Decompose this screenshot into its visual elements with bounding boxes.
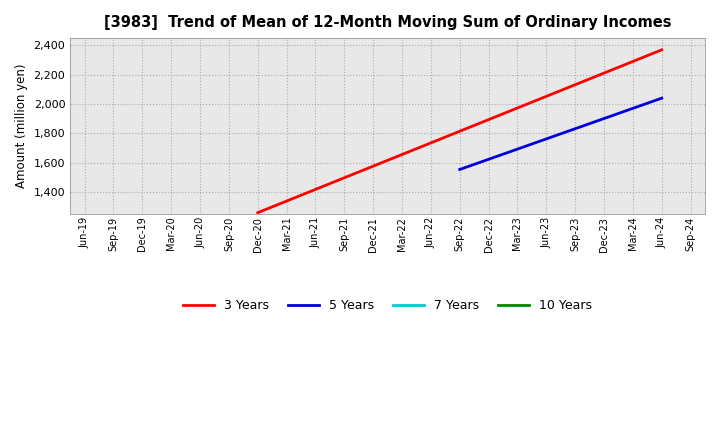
Title: [3983]  Trend of Mean of 12-Month Moving Sum of Ordinary Incomes: [3983] Trend of Mean of 12-Month Moving … bbox=[104, 15, 671, 30]
Legend: 3 Years, 5 Years, 7 Years, 10 Years: 3 Years, 5 Years, 7 Years, 10 Years bbox=[178, 294, 598, 317]
Y-axis label: Amount (million yen): Amount (million yen) bbox=[15, 64, 28, 188]
